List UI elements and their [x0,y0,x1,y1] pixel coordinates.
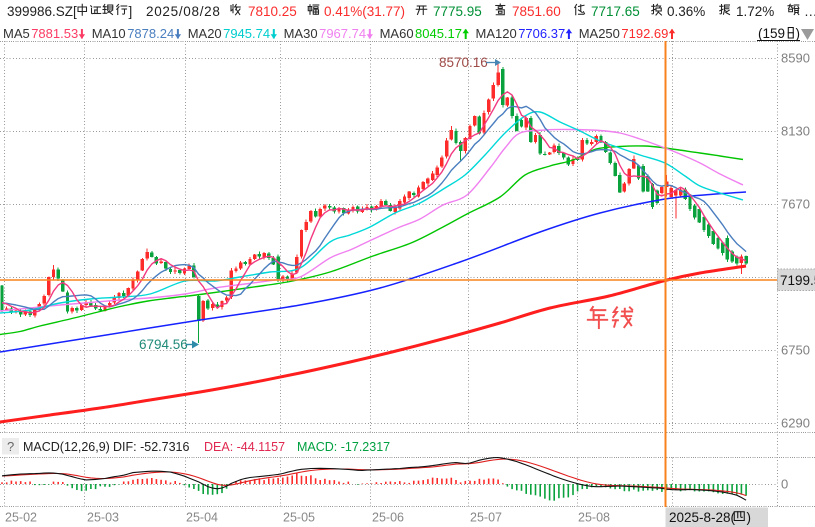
svg-text:2025/08/28: 2025/08/28 [146,4,221,19]
svg-text:7881.53: 7881.53 [31,26,78,41]
svg-text:0: 0 [781,477,788,492]
svg-text:…: … [804,4,815,19]
svg-text:DIF: -52.7316: DIF: -52.7316 [113,440,189,454]
svg-text:?: ? [7,439,14,454]
svg-text:25-08: 25-08 [578,511,610,525]
svg-text:0.41%(31.77): 0.41%(31.77) [324,4,405,19]
svg-text:): ) [796,26,801,41]
svg-text:8130: 8130 [781,124,810,139]
svg-text:MA5: MA5 [3,26,30,41]
svg-text:2025-8-28(: 2025-8-28( [669,510,736,525]
svg-text:MACD: -17.2317: MACD: -17.2317 [297,440,390,454]
svg-text:25-07: 25-07 [470,511,502,525]
svg-text:8045.17: 8045.17 [415,26,462,41]
svg-text:7199.5: 7199.5 [780,273,815,288]
svg-text:399986.SZ[: 399986.SZ[ [7,4,77,19]
svg-text:7192.69: 7192.69 [621,26,668,41]
svg-text:7851.60: 7851.60 [512,4,561,19]
svg-text:25-03: 25-03 [87,511,119,525]
svg-text:8570.16: 8570.16 [439,55,488,70]
svg-text:1.72%: 1.72% [736,4,774,19]
svg-text:25-05: 25-05 [283,511,315,525]
svg-text:MACD(12,26,9): MACD(12,26,9) [23,440,110,454]
svg-text:7670: 7670 [781,197,810,212]
svg-text:7775.95: 7775.95 [433,4,482,19]
svg-text:MA10: MA10 [92,26,126,41]
svg-text:]: ] [129,4,133,19]
svg-text:25-02: 25-02 [5,511,37,525]
svg-text:7810.25: 7810.25 [248,4,297,19]
svg-text:25-06: 25-06 [372,511,404,525]
svg-text:7717.65: 7717.65 [591,4,640,19]
svg-text:): ) [747,510,752,525]
svg-text:MA120: MA120 [476,26,517,41]
svg-text:MA20: MA20 [188,26,222,41]
svg-text:7967.74: 7967.74 [319,26,366,41]
svg-text:7706.37: 7706.37 [518,26,565,41]
svg-text:0.36%: 0.36% [667,4,705,19]
svg-text:7945.74: 7945.74 [223,26,270,41]
svg-text:8590: 8590 [781,51,810,66]
svg-text:MA60: MA60 [380,26,414,41]
svg-text:6794.56: 6794.56 [139,337,188,352]
svg-text:25-04: 25-04 [186,511,218,525]
svg-text:MA30: MA30 [284,26,318,41]
svg-text:6290: 6290 [781,416,810,431]
svg-text:MA250: MA250 [579,26,620,41]
svg-text:6750: 6750 [781,343,810,358]
svg-text:(159: (159 [758,26,785,41]
svg-text:7878.24: 7878.24 [127,26,174,41]
svg-text:DEA: -44.1157: DEA: -44.1157 [204,440,285,454]
